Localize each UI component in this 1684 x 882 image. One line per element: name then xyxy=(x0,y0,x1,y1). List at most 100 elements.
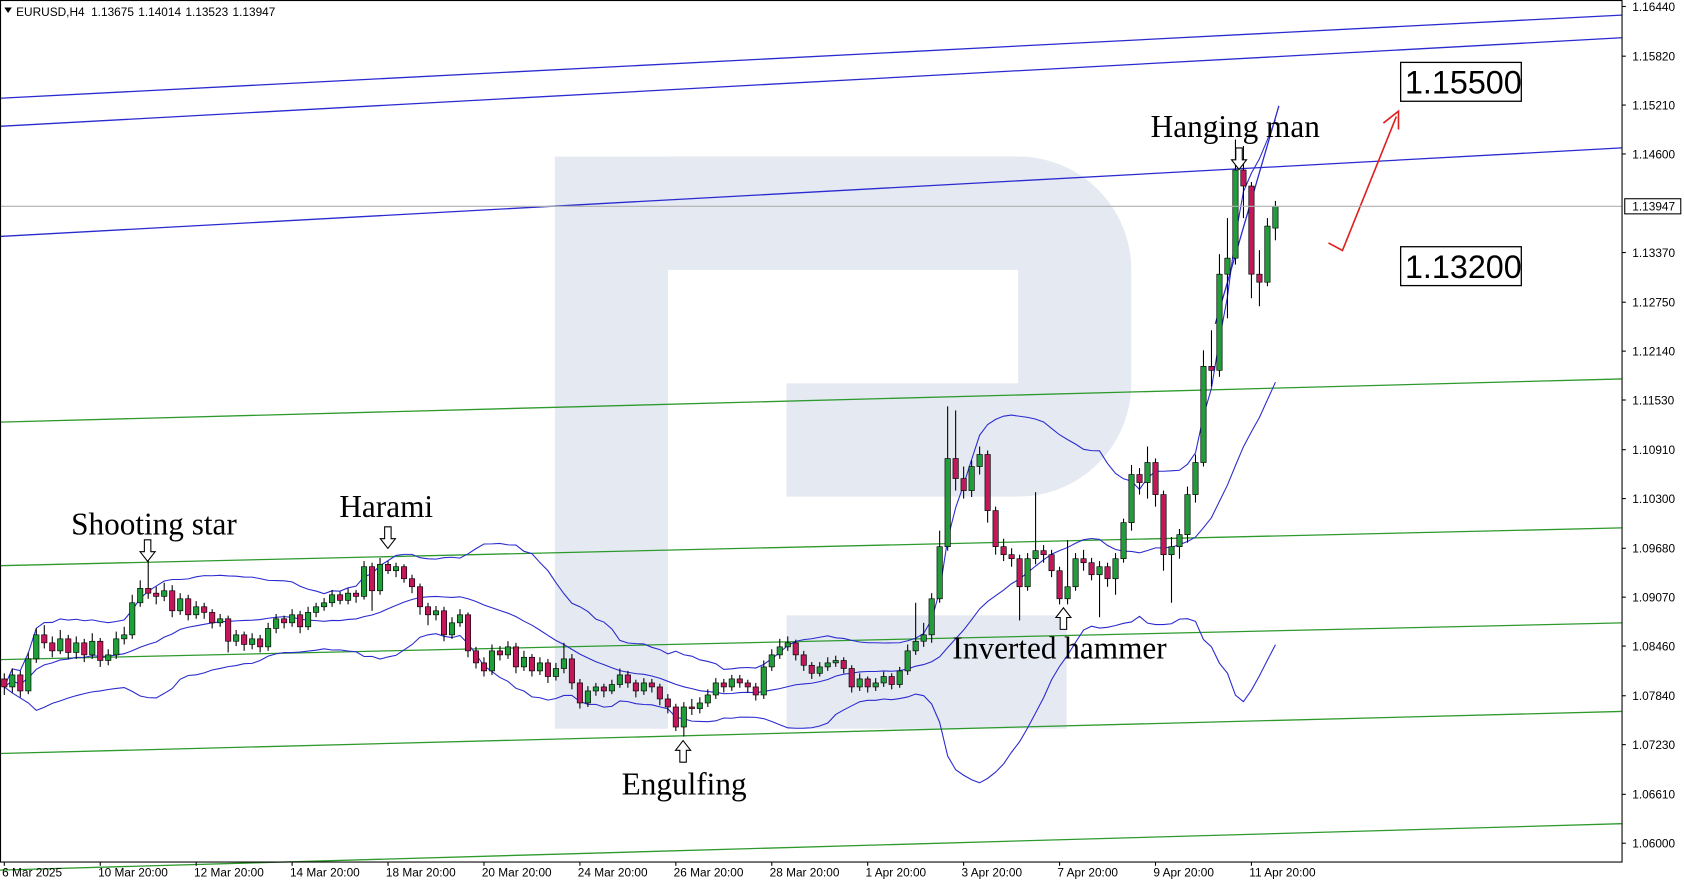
candle-body xyxy=(760,666,767,696)
x-tick-label: 1 Apr 20:00 xyxy=(866,866,927,880)
candle-body xyxy=(888,676,895,685)
candle-body xyxy=(345,592,352,601)
candle-body xyxy=(672,706,679,728)
candle-body xyxy=(440,610,448,636)
candle-body xyxy=(864,678,871,688)
candle-body xyxy=(49,642,56,652)
candle-body xyxy=(57,638,64,652)
candle-body xyxy=(401,566,408,580)
level-box xyxy=(1399,61,1522,102)
candle-body xyxy=(480,662,487,672)
candle-body xyxy=(488,650,495,672)
candle-body xyxy=(664,698,671,708)
candle-body xyxy=(1176,534,1183,547)
candle-body xyxy=(960,478,967,491)
level-box xyxy=(1399,246,1522,287)
candle-body xyxy=(265,628,272,648)
candle-body xyxy=(185,598,192,616)
candle-body xyxy=(1240,169,1247,187)
x-tick-label: 14 Mar 20:00 xyxy=(290,866,360,880)
candle-body xyxy=(201,606,208,613)
candle-body xyxy=(880,676,887,684)
candle-body xyxy=(393,566,400,572)
candle-body xyxy=(680,706,687,728)
candle-body xyxy=(1072,558,1079,588)
x-tick-label: 3 Apr 20:00 xyxy=(961,866,1022,880)
header-high: 1.14014 xyxy=(138,5,181,19)
symbol: EURUSD,H4 xyxy=(16,5,85,19)
candle-body xyxy=(768,654,775,668)
candle-body xyxy=(904,650,911,672)
candle-body xyxy=(952,458,959,479)
candle-body xyxy=(592,686,599,692)
y-tick-label: 1.07840 xyxy=(1632,689,1675,703)
header: EURUSD,H4 1.13675 1.14014 1.13523 1.13947 xyxy=(16,5,275,19)
level-label: 1.13200 xyxy=(1405,249,1522,285)
candle-body xyxy=(424,606,432,616)
candle-body xyxy=(504,646,511,656)
candle-body xyxy=(1056,570,1063,600)
candle-body xyxy=(1208,366,1215,371)
candle-body xyxy=(9,674,16,688)
candle-body xyxy=(1064,586,1071,600)
candle-body xyxy=(1256,273,1263,283)
x-tick-label: 26 Mar 20:00 xyxy=(674,866,744,880)
candle-body xyxy=(1232,169,1239,259)
candle-body xyxy=(65,638,72,653)
candle-body xyxy=(137,588,144,604)
candle-body xyxy=(209,612,216,624)
bollinger-band xyxy=(3,615,1276,784)
candle-body xyxy=(584,690,591,704)
candle-body xyxy=(1200,366,1207,463)
x-tick-label: 9 Apr 20:00 xyxy=(1153,866,1214,880)
candle-body xyxy=(217,618,224,624)
candle-body xyxy=(776,646,783,656)
candle-body xyxy=(528,656,535,672)
watermark xyxy=(554,156,1132,729)
candle-body xyxy=(241,634,248,645)
price-label-box xyxy=(1624,198,1682,215)
candle-body xyxy=(968,466,975,491)
candle-body xyxy=(1152,462,1159,495)
candle-body xyxy=(305,612,312,628)
candle-body xyxy=(800,654,807,666)
candle-body xyxy=(1096,566,1103,576)
price-label: 1.13947 xyxy=(1632,200,1675,214)
candle-body xyxy=(1104,566,1111,580)
y-tick-label: 1.10300 xyxy=(1632,492,1675,506)
candle-body xyxy=(752,686,759,696)
candle-body xyxy=(976,454,983,467)
candle-body xyxy=(568,658,575,684)
candle-body xyxy=(912,640,919,652)
candle-body xyxy=(896,670,903,685)
candle-body xyxy=(385,563,392,572)
candle-body xyxy=(1,678,8,688)
candle-body xyxy=(337,594,344,601)
candle-body xyxy=(41,634,48,644)
candle-body xyxy=(704,694,711,704)
candle-body xyxy=(792,642,799,656)
y-tick-label: 1.10910 xyxy=(1632,443,1675,457)
candle-body xyxy=(225,618,232,642)
candle-body xyxy=(720,682,727,688)
x-tick-label: 24 Mar 20:00 xyxy=(578,866,648,880)
header-close: 1.13947 xyxy=(233,5,276,19)
candle-body xyxy=(944,458,951,547)
candle-body xyxy=(1112,558,1119,580)
candle-body xyxy=(552,668,559,677)
candle-body xyxy=(1088,562,1095,576)
candle-body xyxy=(1048,554,1055,572)
candle-body xyxy=(153,592,160,597)
x-tick-label: 11 Apr 20:00 xyxy=(1249,866,1316,880)
candle-body xyxy=(369,566,376,592)
candle-body xyxy=(496,650,503,656)
candle-body xyxy=(1128,474,1135,523)
pattern-label: Inverted hammer xyxy=(952,631,1167,666)
candle-body xyxy=(121,634,128,640)
candle-body xyxy=(105,654,112,661)
x-tick-label: 20 Mar 20:00 xyxy=(482,866,552,880)
x-tick-label: 12 Mar 20:00 xyxy=(194,866,264,880)
candle-body xyxy=(273,618,280,629)
pattern-label: Harami xyxy=(339,489,433,524)
